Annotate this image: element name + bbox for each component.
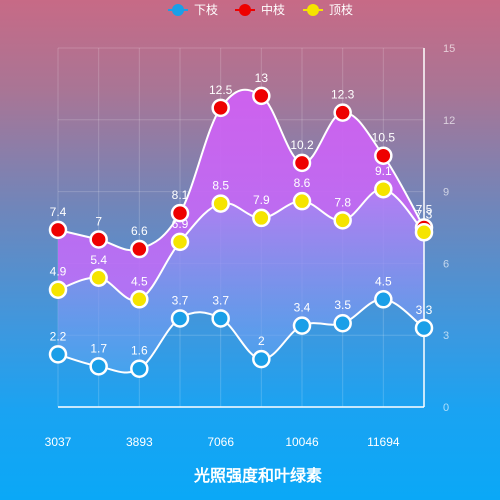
data-label-xiazhi: 1.6: [131, 344, 148, 358]
data-label-zhongzhi: 12.5: [209, 83, 233, 97]
data-label-dingzhi: 9.1: [375, 164, 392, 178]
data-point-dingzhi: [374, 179, 393, 199]
data-label-xiazhi: 4.5: [375, 274, 392, 288]
data-label-dingzhi: 7.8: [334, 195, 351, 209]
legend-label: 顶枝: [329, 2, 353, 17]
data-point-zhongzhi: [130, 239, 149, 259]
chart-title: 光照强度和叶绿素: [193, 466, 322, 485]
data-point-zhongzhi: [211, 98, 230, 118]
x-tick-label: 10046: [285, 435, 319, 449]
data-point-zhongzhi: [252, 86, 271, 106]
legend-item-dingzhi[interactable]: 顶枝: [303, 2, 353, 17]
data-label-zhongzhi: 12.3: [331, 88, 355, 102]
y-tick-label: 15: [443, 43, 455, 55]
data-label-dingzhi: 7.9: [253, 193, 270, 207]
data-point-dingzhi: [48, 280, 68, 299]
area-fill-dingzhi: [58, 189, 424, 373]
data-point-dingzhi: [130, 290, 149, 309]
data-label-xiazhi: 3.7: [212, 293, 229, 307]
data-label-zhongzhi: 7.5: [416, 203, 433, 217]
data-point-dingzhi: [292, 191, 312, 211]
legend-label: 中枝: [261, 2, 285, 17]
data-label-xiazhi: 3.4: [294, 301, 311, 315]
series-line-zhongzhi: [57, 88, 425, 252]
area-fills: [58, 89, 424, 373]
data-label-dingzhi: 4.9: [50, 265, 67, 279]
x-tick-label: 7066: [207, 435, 234, 449]
data-point-zhongzhi: [374, 146, 393, 165]
legend-label: 下枝: [194, 2, 218, 17]
data-label-xiazhi: 3.3: [416, 303, 433, 317]
area-fill-zhongzhi: [58, 89, 424, 301]
data-label-xiazhi: 3.5: [334, 298, 351, 312]
data-label-xiazhi: 2.2: [50, 329, 67, 343]
data-point-xiazhi: [252, 349, 271, 369]
data-label-dingzhi: 6.9: [172, 217, 189, 231]
data-label-zhongzhi: 13: [255, 71, 269, 85]
data-point-xiazhi: [48, 345, 68, 364]
legend-item-xiazhi[interactable]: 下枝: [168, 2, 218, 17]
data-point-xiazhi: [170, 309, 190, 328]
x-tick-label: 3037: [45, 435, 72, 449]
series-lines: [57, 88, 425, 374]
y-tick-label: 6: [443, 258, 449, 270]
data-point-dingzhi: [252, 208, 271, 228]
series-line-xiazhi: [57, 298, 425, 374]
data-point-zhongzhi: [89, 230, 108, 249]
x-tick-label: 3893: [126, 435, 153, 449]
legend-marker: [172, 4, 184, 16]
data-label-zhongzhi: 10.5: [372, 131, 396, 145]
legend-marker: [307, 4, 319, 16]
data-point-xiazhi: [333, 313, 352, 333]
data-label-xiazhi: 1.7: [90, 341, 107, 355]
series-line-dingzhi: [57, 188, 425, 302]
data-label-dingzhi: 5.4: [90, 253, 107, 267]
data-label-zhongzhi: 7.4: [50, 205, 67, 219]
data-point-xiazhi: [414, 318, 434, 338]
data-point-zhongzhi: [48, 220, 68, 240]
data-point-dingzhi: [170, 232, 190, 252]
data-point-xiazhi: [130, 359, 149, 378]
y-tick-label: 0: [443, 402, 449, 414]
data-label-dingzhi: 8.5: [212, 179, 229, 193]
legend-item-zhongzhi[interactable]: 中枝: [235, 2, 285, 17]
data-point-xiazhi: [374, 290, 393, 309]
data-labels: 2.2 1.7 1.6 3.7 3.7 2 3.4 3.5 4.5 3.3 7.4 7 6.6 8.1 12…: [50, 71, 433, 358]
data-point-xiazhi: [292, 316, 312, 335]
data-label-dingzhi: 7.3: [416, 207, 433, 221]
data-point-zhongzhi: [170, 203, 190, 223]
data-label-xiazhi: 3.7: [172, 293, 189, 307]
y-tick-label: 9: [443, 187, 449, 199]
legend-marker: [239, 4, 251, 16]
data-label-zhongzhi: 8.1: [172, 188, 189, 202]
data-point-xiazhi: [211, 309, 230, 328]
data-point-dingzhi: [414, 223, 434, 242]
data-label-zhongzhi: 7: [95, 214, 102, 228]
x-tick-label: 11694: [367, 435, 400, 449]
data-point-zhongzhi: [333, 103, 352, 122]
data-point-dingzhi: [89, 268, 108, 288]
legend[interactable]: 下枝 中枝 顶枝: [168, 2, 353, 17]
data-label-xiazhi: 2: [258, 334, 265, 348]
data-point-dingzhi: [333, 211, 352, 230]
data-point-dingzhi: [211, 194, 230, 213]
y-tick-label: 3: [443, 330, 449, 342]
data-point-zhongzhi: [292, 153, 312, 173]
y-tick-label: 12: [443, 115, 455, 127]
data-label-zhongzhi: 10.2: [290, 138, 314, 152]
data-points: [48, 86, 434, 378]
data-label-zhongzhi: 6.6: [131, 224, 148, 238]
data-point-xiazhi: [89, 357, 108, 376]
data-label-dingzhi: 8.6: [294, 176, 311, 190]
data-label-dingzhi: 4.5: [131, 274, 148, 288]
